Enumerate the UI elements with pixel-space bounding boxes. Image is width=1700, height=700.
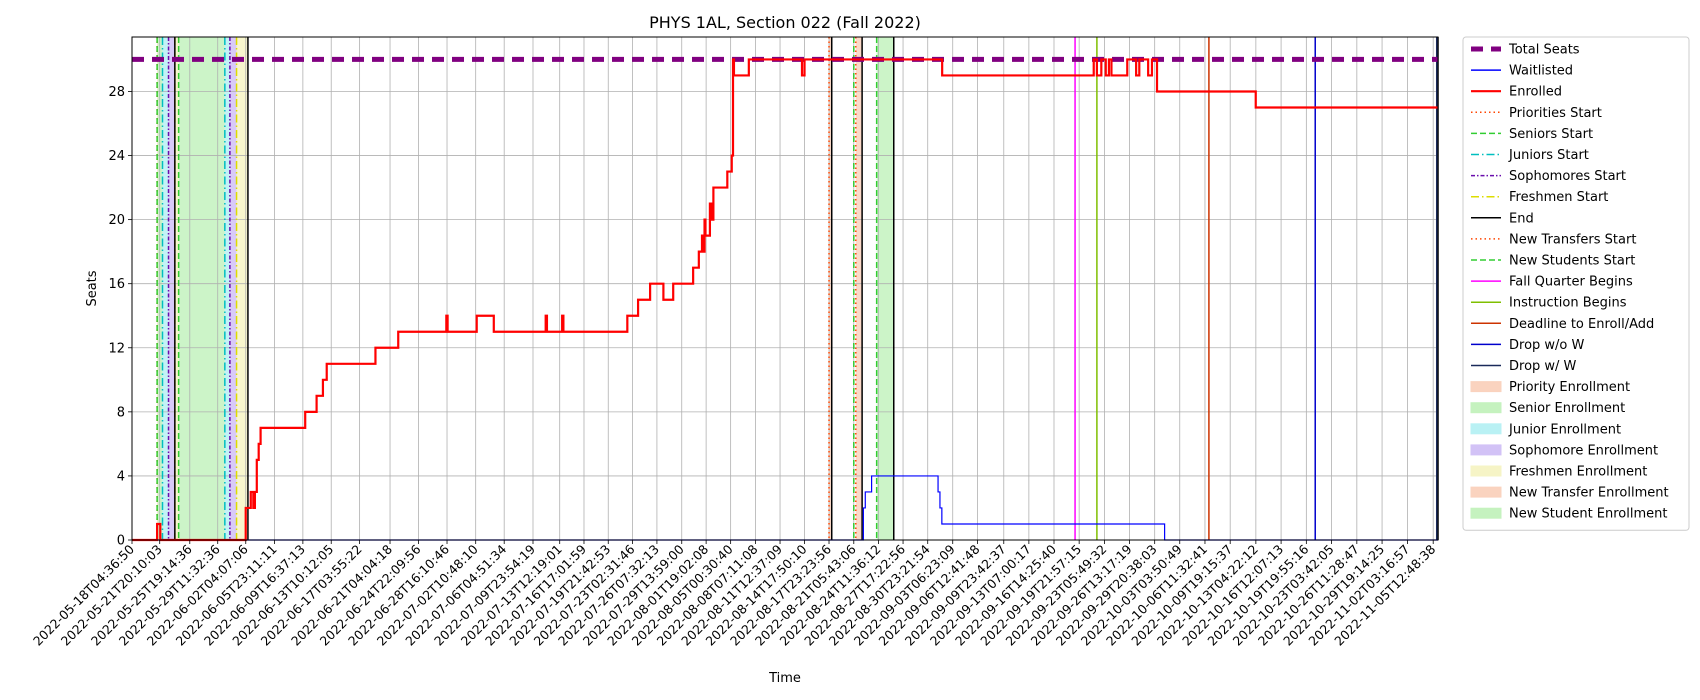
legend-entry-new-student-enrollment: New Student Enrollment bbox=[1470, 507, 1667, 522]
legend-label: Fall Quarter Begins bbox=[1509, 275, 1633, 290]
legend-label: New Student Enrollment bbox=[1509, 507, 1667, 522]
legend-entry-juniors-start: Juniors Start bbox=[1471, 148, 1589, 163]
shade-priority-enrollment-2 bbox=[855, 37, 863, 540]
shade-freshmen-enrollment-0 bbox=[174, 37, 179, 540]
shade-junior-enrollment-0 bbox=[162, 37, 169, 540]
legend-box bbox=[1462, 36, 1690, 531]
legend-entry-new-students-start: New Students Start bbox=[1471, 254, 1635, 269]
shade-senior-enrollment-1 bbox=[178, 37, 225, 540]
legend-entry-sophomore-enrollment: Sophomore Enrollment bbox=[1470, 443, 1658, 458]
legend-entry-freshmen-start: Freshmen Start bbox=[1471, 190, 1608, 205]
legend-entry-drop-w-w: Drop w/ W bbox=[1471, 359, 1577, 374]
x-axis-ticks: 2022-05-18T04:36:502022-05-21T20:10:0320… bbox=[30, 540, 1438, 649]
legend-label: New Students Start bbox=[1509, 254, 1635, 269]
shade-junior-enrollment-1 bbox=[224, 37, 230, 540]
legend-label: Drop w/o W bbox=[1509, 338, 1585, 353]
legend-swatch bbox=[1470, 444, 1502, 456]
legend-label: Seniors Start bbox=[1509, 127, 1593, 142]
shade-priority-enrollment-0 bbox=[157, 37, 158, 540]
legend-label: New Transfer Enrollment bbox=[1509, 486, 1669, 501]
x-axis-label: Time bbox=[768, 671, 801, 686]
legend-label: Junior Enrollment bbox=[1508, 422, 1621, 437]
shade-sophomore-enrollment-1 bbox=[229, 37, 237, 540]
y-axis-ticks: 0 4 8 12 16 20 24 28 bbox=[108, 85, 132, 549]
legend-entry-new-transfer-enrollment: New Transfer Enrollment bbox=[1470, 486, 1669, 501]
y-tick-label: 4 bbox=[117, 469, 125, 484]
legend-entry-fall-quarter-begins: Fall Quarter Begins bbox=[1471, 275, 1633, 290]
legend-entry-drop-w-o-w: Drop w/o W bbox=[1471, 338, 1585, 353]
legend-entry-priority-enrollment: Priority Enrollment bbox=[1470, 380, 1630, 395]
shade-senior-enrollment-0 bbox=[157, 37, 163, 540]
legend-label: Juniors Start bbox=[1508, 148, 1589, 163]
legend-label: Enrolled bbox=[1509, 85, 1562, 100]
legend-label: Waitlisted bbox=[1509, 64, 1573, 79]
legend: Total Seats Waitlisted Enrolled Priorities … bbox=[1462, 36, 1690, 531]
legend-entry-deadline-to-enroll-add: Deadline to Enroll/Add bbox=[1471, 317, 1654, 332]
grid-lines bbox=[131, 37, 1438, 541]
shade-priority-enrollment-1 bbox=[829, 37, 832, 540]
legend-entry-instruction-begins: Instruction Begins bbox=[1471, 296, 1627, 311]
legend-entry-enrolled: Enrolled bbox=[1471, 85, 1562, 100]
series-lines bbox=[132, 56, 1438, 542]
legend-entry-senior-enrollment: Senior Enrollment bbox=[1470, 401, 1625, 416]
legend-label: Freshmen Enrollment bbox=[1509, 465, 1647, 480]
chart-title: PHYS 1AL, Section 022 (Fall 2022) bbox=[649, 13, 921, 32]
legend-label: Deadline to Enroll/Add bbox=[1509, 317, 1654, 332]
legend-entry-waitlisted: Waitlisted bbox=[1471, 64, 1573, 79]
legend-entry-sophomores-start: Sophomores Start bbox=[1471, 169, 1626, 184]
legend-entry-end: End bbox=[1471, 211, 1534, 226]
legend-entry-junior-enrollment: Junior Enrollment bbox=[1470, 422, 1621, 437]
shade-sophomore-enrollment-0 bbox=[168, 37, 175, 540]
legend-swatch bbox=[1470, 423, 1502, 435]
event-lines bbox=[156, 37, 1439, 540]
y-tick-label: 12 bbox=[108, 341, 125, 356]
y-axis-label: Seats bbox=[85, 270, 100, 306]
legend-swatch bbox=[1470, 402, 1502, 414]
shaded-regions bbox=[157, 37, 894, 540]
legend-entry-total-seats: Total Seats bbox=[1471, 43, 1580, 58]
series-waitlisted bbox=[132, 475, 1438, 541]
legend-label: Priority Enrollment bbox=[1509, 380, 1630, 395]
y-tick-label: 16 bbox=[108, 277, 125, 292]
y-tick-label: 0 bbox=[117, 534, 125, 549]
y-tick-label: 20 bbox=[108, 213, 125, 228]
legend-label: Freshmen Start bbox=[1509, 190, 1608, 205]
legend-label: Priorities Start bbox=[1509, 106, 1602, 121]
legend-entry-priorities-start: Priorities Start bbox=[1471, 106, 1602, 121]
y-tick-label: 8 bbox=[117, 405, 125, 420]
legend-label: Sophomores Start bbox=[1509, 169, 1626, 184]
legend-swatch bbox=[1470, 465, 1502, 477]
legend-label: Total Seats bbox=[1508, 43, 1580, 58]
legend-label: Drop w/ W bbox=[1509, 359, 1577, 374]
legend-label: Instruction Begins bbox=[1509, 296, 1627, 311]
legend-label: Senior Enrollment bbox=[1509, 401, 1625, 416]
legend-label: New Transfers Start bbox=[1509, 232, 1636, 247]
y-tick-label: 24 bbox=[108, 149, 125, 164]
legend-swatch bbox=[1470, 486, 1502, 498]
y-tick-label: 28 bbox=[108, 85, 125, 100]
legend-label: End bbox=[1509, 211, 1534, 226]
legend-label: Sophomore Enrollment bbox=[1509, 443, 1658, 458]
legend-swatch bbox=[1470, 381, 1502, 393]
series-enrolled bbox=[132, 58, 1438, 542]
legend-entry-freshmen-enrollment: Freshmen Enrollment bbox=[1470, 465, 1647, 480]
legend-entry-new-transfers-start: New Transfers Start bbox=[1471, 232, 1636, 247]
shade-new-student-enrollment-0 bbox=[876, 37, 894, 540]
shade-freshmen-enrollment-1 bbox=[236, 37, 248, 540]
legend-entry-seniors-start: Seniors Start bbox=[1471, 127, 1593, 142]
legend-swatch bbox=[1470, 507, 1502, 519]
plot-frame bbox=[131, 36, 1439, 541]
